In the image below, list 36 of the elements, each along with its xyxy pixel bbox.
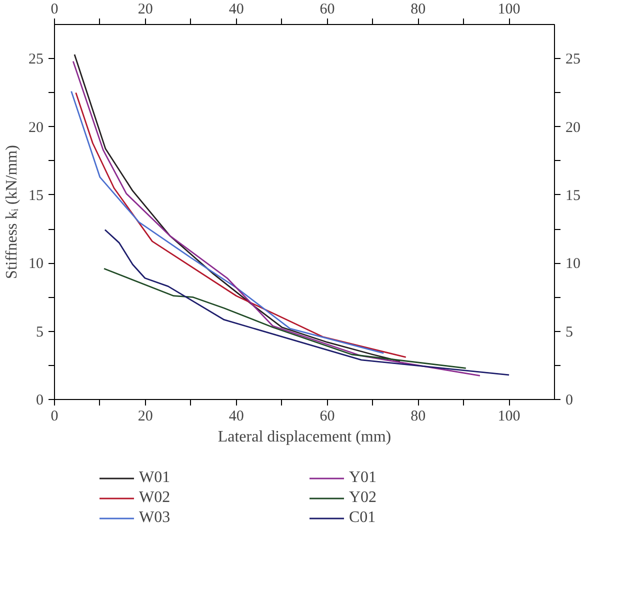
line-series (103, 268, 467, 369)
y2-tick-label: 15 (566, 188, 580, 204)
y-tick-label: 0 (36, 392, 44, 408)
y-tick-label: 25 (28, 52, 44, 68)
y-tick-label: 10 (28, 256, 44, 272)
x2-tick-label: 20 (138, 408, 153, 424)
x-tick-label: 40 (228, 2, 244, 18)
x2-tick-label: 60 (320, 408, 335, 424)
x2-tick-label: 0 (50, 408, 58, 424)
x-tick-label: 80 (410, 2, 426, 18)
legend-label: Y01 (349, 469, 378, 487)
y2-tick-label: 20 (566, 120, 580, 136)
y2-tick-label: 0 (566, 392, 573, 408)
x2-tick-label: 100 (498, 408, 520, 424)
x-tick-label: 20 (138, 2, 153, 18)
line-series (74, 54, 401, 362)
line-series (72, 60, 481, 376)
line-series (104, 229, 510, 376)
x-tick-label: 60 (320, 2, 335, 18)
y2-tick-label: 5 (566, 324, 573, 340)
legend-label: W03 (139, 509, 172, 527)
legend-label: W01 (139, 469, 172, 487)
x-tick-label: 100 (498, 2, 520, 18)
x2-tick-label: 40 (228, 408, 244, 424)
y2-tick-label: 10 (566, 256, 580, 272)
x-tick-label: 0 (50, 2, 58, 18)
y2-tick-label: 25 (566, 52, 580, 68)
x2-tick-label: 80 (410, 408, 426, 424)
y-tick-label: 15 (28, 188, 44, 204)
y-tick-label: 5 (36, 324, 44, 340)
legend-label: Y02 (349, 489, 378, 507)
legend-label: W02 (139, 489, 172, 507)
y-tick-label: 20 (28, 120, 44, 136)
x-axis-title: Lateral displacement (mm) (218, 428, 392, 446)
y-axis-title: Stiffness kᵢ (kN/mm) (4, 145, 20, 279)
legend-label: C01 (349, 509, 377, 527)
